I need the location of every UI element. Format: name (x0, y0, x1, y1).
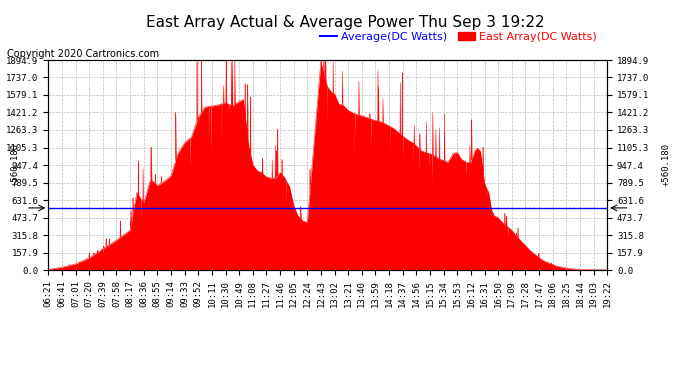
Text: +560.180: +560.180 (10, 144, 20, 186)
Text: +560.180: +560.180 (661, 144, 671, 186)
Legend: Average(DC Watts), East Array(DC Watts): Average(DC Watts), East Array(DC Watts) (315, 28, 602, 46)
Text: Copyright 2020 Cartronics.com: Copyright 2020 Cartronics.com (7, 49, 159, 59)
Text: East Array Actual & Average Power Thu Sep 3 19:22: East Array Actual & Average Power Thu Se… (146, 15, 544, 30)
